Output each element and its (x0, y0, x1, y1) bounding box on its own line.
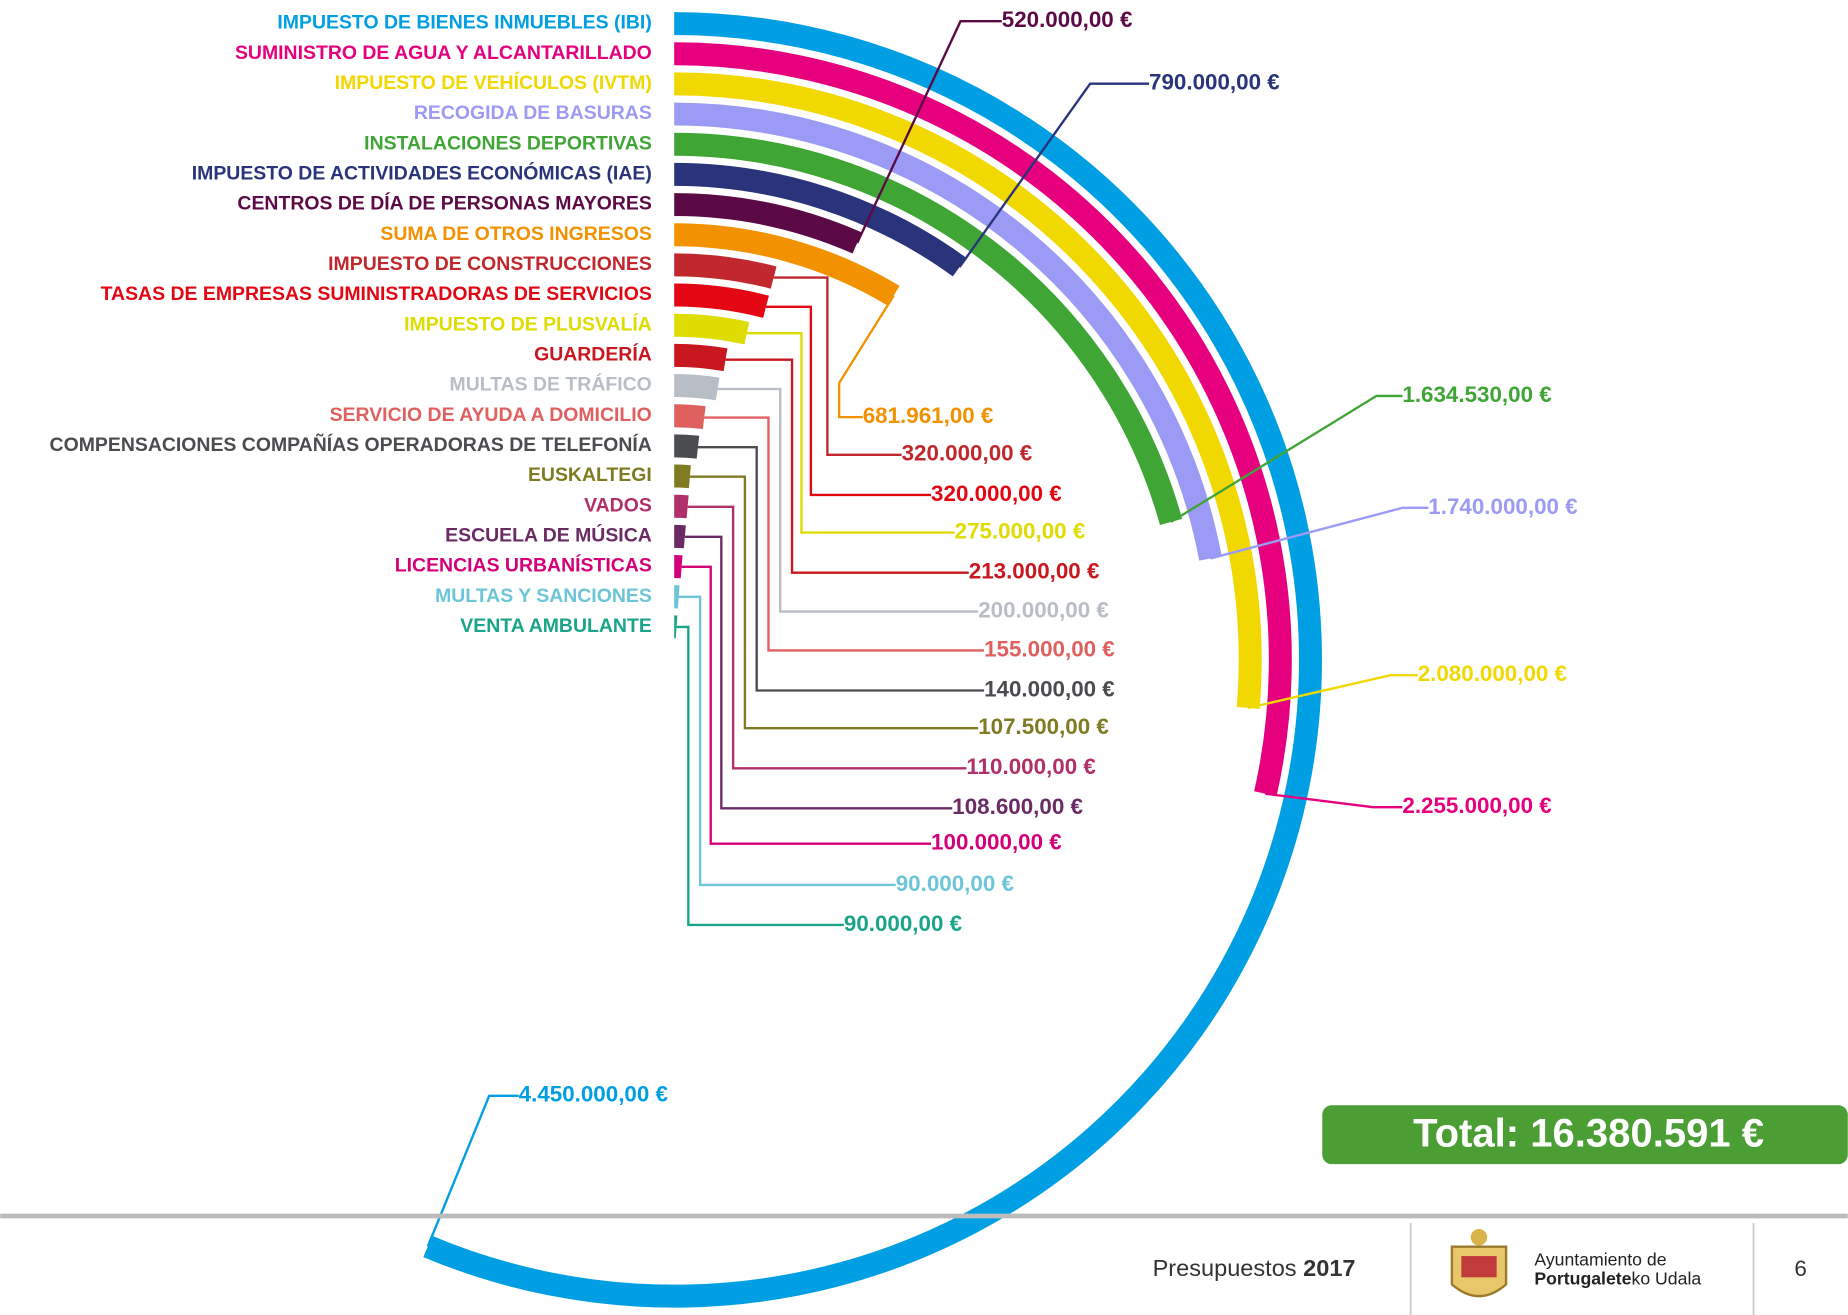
leader-line (725, 358, 969, 574)
leader-line (1247, 673, 1418, 710)
category-label: SUMINISTRO DE AGUA Y ALCANTARILLADO (235, 42, 652, 64)
value-label: 681.961,00 € (863, 403, 994, 428)
value-label: 275.000,00 € (955, 519, 1086, 544)
category-label: MULTAS DE TRÁFICO (450, 373, 652, 396)
category-label: IMPUESTO DE CONSTRUCCIONES (328, 253, 652, 275)
leader-line (1265, 792, 1403, 809)
value-label: 213.000,00 € (969, 559, 1100, 584)
value-label: 2.080.000,00 € (1418, 661, 1568, 686)
category-label: GUARDERÍA (534, 343, 652, 366)
value-label: 140.000,00 € (984, 676, 1115, 701)
value-label: 520.000,00 € (1002, 7, 1133, 32)
leader-line (681, 565, 932, 845)
leader-line (676, 625, 844, 927)
org-bold: Portugalete (1534, 1268, 1631, 1288)
value-label: 790.000,00 € (1149, 70, 1280, 95)
bar (674, 132, 1183, 526)
total-box (1322, 1105, 1848, 1165)
value-label: 108.600,00 € (952, 794, 1083, 819)
leader-line (426, 1094, 519, 1247)
bar (674, 283, 769, 318)
category-label: SERVICIO DE AYUDA A DOMICILIO (330, 404, 652, 426)
value-label: 100.000,00 € (931, 830, 1062, 855)
leader-line (746, 332, 955, 534)
leader-line (704, 416, 985, 652)
bar (674, 253, 777, 289)
value-label: 320.000,00 € (902, 441, 1033, 466)
bar (674, 343, 728, 372)
bar (674, 102, 1222, 561)
value-label: 90.000,00 € (844, 911, 963, 936)
leader-line (717, 387, 979, 613)
value-label: 155.000,00 € (984, 636, 1115, 661)
leader-line (689, 475, 979, 730)
category-label: VADOS (584, 494, 652, 516)
leader-line (773, 276, 902, 457)
page-number: 6 (1794, 1256, 1806, 1281)
footer-title: Presupuestos 2017 (1153, 1255, 1356, 1281)
leader-line (684, 535, 953, 810)
category-label: INSTALACIONES DEPORTIVAS (364, 132, 652, 154)
category-label: RECOGIDA DE BASURAS (414, 102, 652, 124)
leader-line (856, 20, 1002, 244)
value-label: 110.000,00 € (966, 754, 1096, 779)
bar (674, 223, 900, 306)
category-label: ESCUELA DE MÚSICA (445, 523, 652, 547)
category-label: TASAS DE EMPRESAS SUMINISTRADORAS DE SER… (101, 283, 652, 305)
category-label: VENTA AMBULANTE (460, 615, 652, 637)
value-label: 2.255.000,00 € (1402, 793, 1552, 818)
bar (674, 494, 689, 519)
bar (674, 313, 750, 345)
footer-year: 2017 (1303, 1255, 1355, 1281)
bar (674, 162, 967, 277)
bar (674, 374, 720, 401)
footer-text: Presupuestos (1153, 1255, 1297, 1281)
leader-line (687, 505, 967, 770)
category-label: COMPENSACIONES COMPAÑÍAS OPERADORAS DE T… (50, 433, 652, 456)
bar (674, 404, 706, 429)
value-label: 1.740.000,00 € (1428, 494, 1578, 519)
value-label: 200.000,00 € (978, 597, 1109, 622)
value-label: 1.634.530,00 € (1402, 382, 1552, 407)
category-label: EUSKALTEGI (528, 464, 652, 486)
leader-line (837, 295, 895, 419)
value-label: 4.450.000,00 € (519, 1082, 669, 1107)
category-label: CENTROS DE DÍA DE PERSONAS MAYORES (237, 192, 651, 215)
logo (1450, 1228, 1508, 1298)
category-label: IMPUESTO DE VEHÍCULOS (IVTM) (335, 71, 652, 94)
org-rest: ko Udala (1632, 1268, 1702, 1288)
leader-line (766, 305, 932, 497)
category-label: SUMA DE OTROS INGRESOS (380, 223, 651, 245)
bar (423, 12, 1322, 1308)
category-label: IMPUESTO DE ACTIVIDADES ECONÓMICAS (IAE) (192, 161, 652, 185)
org-line2: Portugaleteko Udala (1534, 1268, 1701, 1288)
org-line1: Ayuntamiento de (1534, 1249, 1666, 1269)
bar (674, 464, 691, 489)
bar (674, 42, 1292, 797)
value-label: 320.000,00 € (931, 481, 1062, 506)
category-label: MULTAS Y SANCIONES (435, 585, 652, 607)
total: Total: 16.380.591 € (1413, 1111, 1764, 1155)
bar (674, 193, 862, 254)
value-label: 107.500,00 € (978, 714, 1109, 739)
leader-line (1210, 506, 1429, 560)
leader-line (1170, 394, 1403, 523)
bar (674, 72, 1262, 709)
category-label: LICENCIAS URBANÍSTICAS (395, 554, 652, 577)
leader-line (697, 446, 985, 692)
category-label: IMPUESTO DE PLUSVALÍA (404, 312, 652, 335)
value-label: 90.000,00 € (896, 871, 1015, 896)
marks: IMPUESTO DE BIENES INMUEBLES (IBI) 4.450.… (50, 7, 1578, 1308)
leader-line (678, 595, 896, 887)
category-label: IMPUESTO DE BIENES INMUEBLES (IBI) (277, 12, 651, 34)
bar (674, 434, 700, 459)
leader-line (958, 82, 1150, 268)
